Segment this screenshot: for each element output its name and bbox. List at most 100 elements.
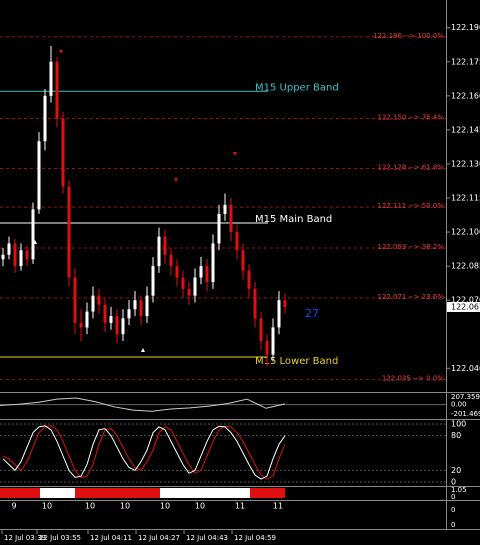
candle-body: [145, 295, 149, 317]
candle-body: [79, 322, 83, 328]
candle-body: [187, 288, 191, 296]
trend-bar: [0, 488, 285, 498]
band-label: M15 Upper Band: [255, 82, 339, 93]
candle-body: [37, 141, 41, 210]
candle-body: [139, 300, 143, 317]
fib-label: 122.186 --> 100.0%: [373, 32, 444, 40]
arrow: [141, 348, 145, 352]
hour-label: 11: [273, 502, 283, 511]
signal-arrows: [59, 50, 237, 182]
candle-body: [13, 243, 17, 267]
candle-body: [265, 341, 269, 355]
trend-label: 1.05: [451, 486, 467, 494]
y-tick-label: 122.175: [451, 57, 480, 66]
fib-label: 122.035 --> 0.0%: [382, 375, 444, 383]
candle-body: [7, 243, 11, 255]
candle-body: [121, 318, 125, 335]
cci-label: 207.3594: [451, 393, 480, 401]
candle-body: [205, 266, 209, 283]
hour-label: 9: [11, 502, 16, 511]
time-label: 12 Jul 03:55: [39, 534, 81, 542]
candle-body: [277, 300, 281, 328]
candle-body: [109, 316, 113, 323]
cci-label: 0.00: [451, 401, 467, 409]
candle-body: [193, 277, 197, 296]
candle-body: [247, 270, 251, 289]
fib-label: 122.093 --> 38.2%: [377, 243, 444, 251]
hour-label: 10: [195, 502, 205, 511]
fib-label: 122.111 --> 50.0%: [377, 202, 444, 210]
panel-label: 0: [451, 521, 455, 529]
trend-label: 0: [451, 493, 455, 501]
stoch-signal: [2, 425, 286, 480]
stoch-main: [2, 425, 286, 480]
band-label: M15 Main Band: [255, 214, 332, 225]
trend-segment: [160, 488, 250, 498]
candle-body: [19, 250, 23, 267]
candle-body: [199, 266, 203, 278]
y-tick-label: 122.190: [451, 23, 480, 32]
candle-body: [115, 316, 119, 335]
candle-body: [229, 204, 233, 233]
cci-line: [0, 397, 286, 412]
current-price-label: 122.067: [451, 302, 480, 311]
trend-segment: [250, 488, 285, 498]
candle-body: [133, 300, 137, 310]
candle-body: [181, 277, 185, 289]
y-tick-label: 122.115: [451, 194, 480, 203]
candle-body: [25, 250, 29, 260]
candle-body: [43, 95, 47, 142]
y-tick-label: 122.085: [451, 262, 480, 271]
band-label: M15 Lower Band: [255, 356, 338, 367]
fib-label: 122.071 --> 23.6%: [377, 293, 444, 301]
stoch-tick-label: 20: [451, 466, 461, 475]
candle-body: [223, 204, 227, 214]
hour-label: 10: [42, 502, 52, 511]
y-tick-label: 122.040: [451, 364, 480, 373]
y-tick-label: 122.145: [451, 125, 480, 134]
candle-body: [235, 232, 239, 251]
frame: [0, 0, 480, 530]
time-label: 12 Jul 04:11: [90, 534, 132, 542]
candle-body: [31, 209, 35, 260]
candle-body: [67, 186, 71, 278]
time-label: 12 Jul 03:39: [4, 534, 46, 542]
stoch-tick-label: 100: [451, 420, 466, 429]
candle-body: [91, 295, 95, 312]
candle-body: [241, 250, 245, 271]
candle-body: [175, 266, 179, 278]
time-label: 12 Jul 04:43: [186, 534, 228, 542]
candle-body: [253, 288, 257, 319]
hour-label: 10: [85, 502, 95, 511]
candle-body: [49, 61, 53, 96]
stoch-tick-label: 0: [451, 478, 456, 487]
arrow: [59, 50, 63, 54]
candle-body: [271, 327, 275, 355]
current-price-box: [447, 301, 480, 312]
hour-label: 10: [120, 502, 130, 511]
y-tick-label: 122.100: [451, 228, 480, 237]
candle-body: [163, 236, 167, 255]
candle-body: [55, 61, 59, 119]
hour-label: 11: [235, 502, 245, 511]
time-label: 12 Jul 04:59: [234, 534, 276, 542]
candle-body: [97, 295, 101, 305]
candle-body: [259, 318, 263, 342]
candle-body: [169, 254, 173, 267]
hour-label: 10: [160, 502, 170, 511]
candle-body: [217, 213, 221, 244]
time-label: 12 Jul 04:27: [138, 534, 180, 542]
trend-segment: [75, 488, 160, 498]
y-tick-label: 122.070: [451, 296, 480, 305]
candle-body: [73, 277, 77, 323]
stoch-tick-label: 80: [451, 431, 461, 440]
candle-body: [85, 311, 89, 328]
arrow: [174, 178, 178, 182]
candle-body: [211, 243, 215, 283]
fib-label: 122.128 --> 61.8%: [377, 163, 444, 171]
candle-body: [61, 118, 65, 187]
candle-body: [103, 304, 107, 323]
candle-body: [127, 309, 131, 319]
y-tick-label: 122.160: [451, 91, 480, 100]
